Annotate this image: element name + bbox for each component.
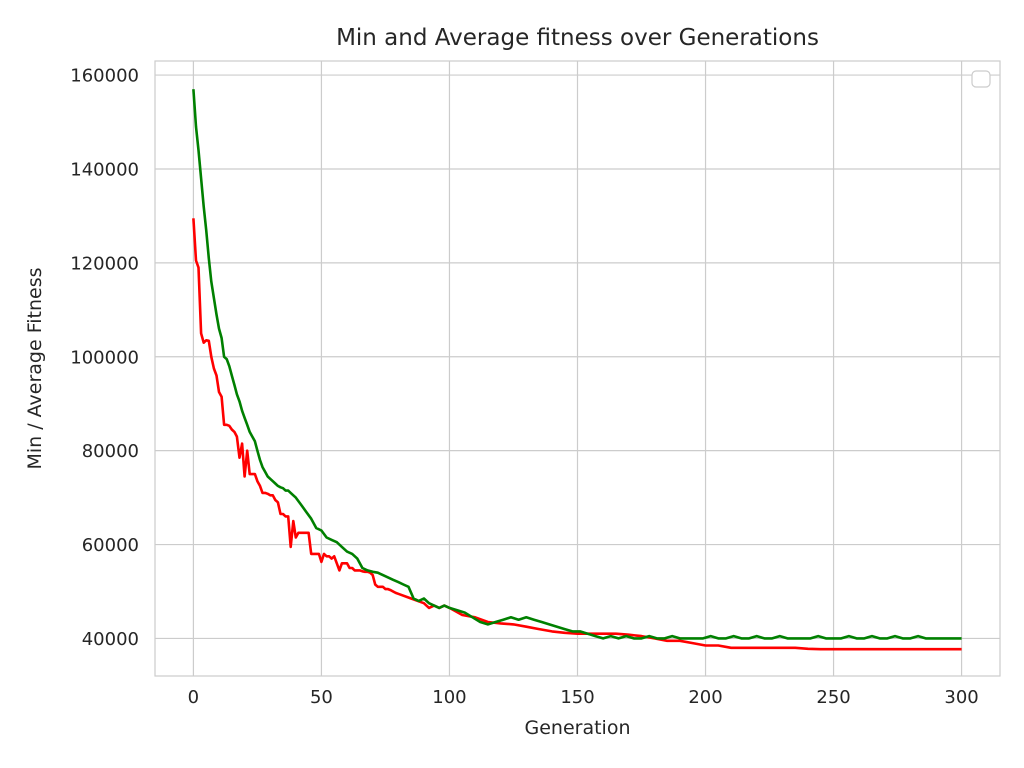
x-tick-label: 0 — [188, 687, 199, 708]
y-tick-label: 140000 — [70, 159, 139, 180]
x-tick-label: 200 — [688, 687, 722, 708]
x-tick-label: 150 — [560, 687, 594, 708]
legend-box — [971, 70, 991, 88]
y-tick-label: 120000 — [70, 253, 139, 274]
x-tick-label: 100 — [432, 687, 466, 708]
x-grid — [192, 61, 963, 676]
series-layer — [192, 89, 962, 651]
y-axis-title: Min / Average Fitness — [24, 267, 46, 469]
x-axis-title: Generation — [525, 717, 631, 739]
y-tick-label: 60000 — [82, 535, 139, 556]
chart-title: Min and Average fitness over Generations — [336, 25, 819, 51]
y-tick-labels: 40000 60000 80000 100000 120000 140000 160000 — [70, 66, 139, 650]
x-tick-label: 50 — [310, 687, 333, 708]
series-line-0 — [192, 218, 962, 651]
y-tick-label: 40000 — [82, 629, 139, 650]
y-grid — [155, 74, 1000, 640]
series-line-1 — [192, 89, 962, 640]
y-tick-label: 160000 — [70, 66, 139, 87]
y-tick-label: 80000 — [82, 441, 139, 462]
x-tick-label: 300 — [944, 687, 978, 708]
x-tick-labels: 0 50 100 150 200 250 300 — [188, 687, 979, 708]
y-tick-label: 100000 — [70, 347, 139, 368]
x-tick-label: 250 — [816, 687, 850, 708]
